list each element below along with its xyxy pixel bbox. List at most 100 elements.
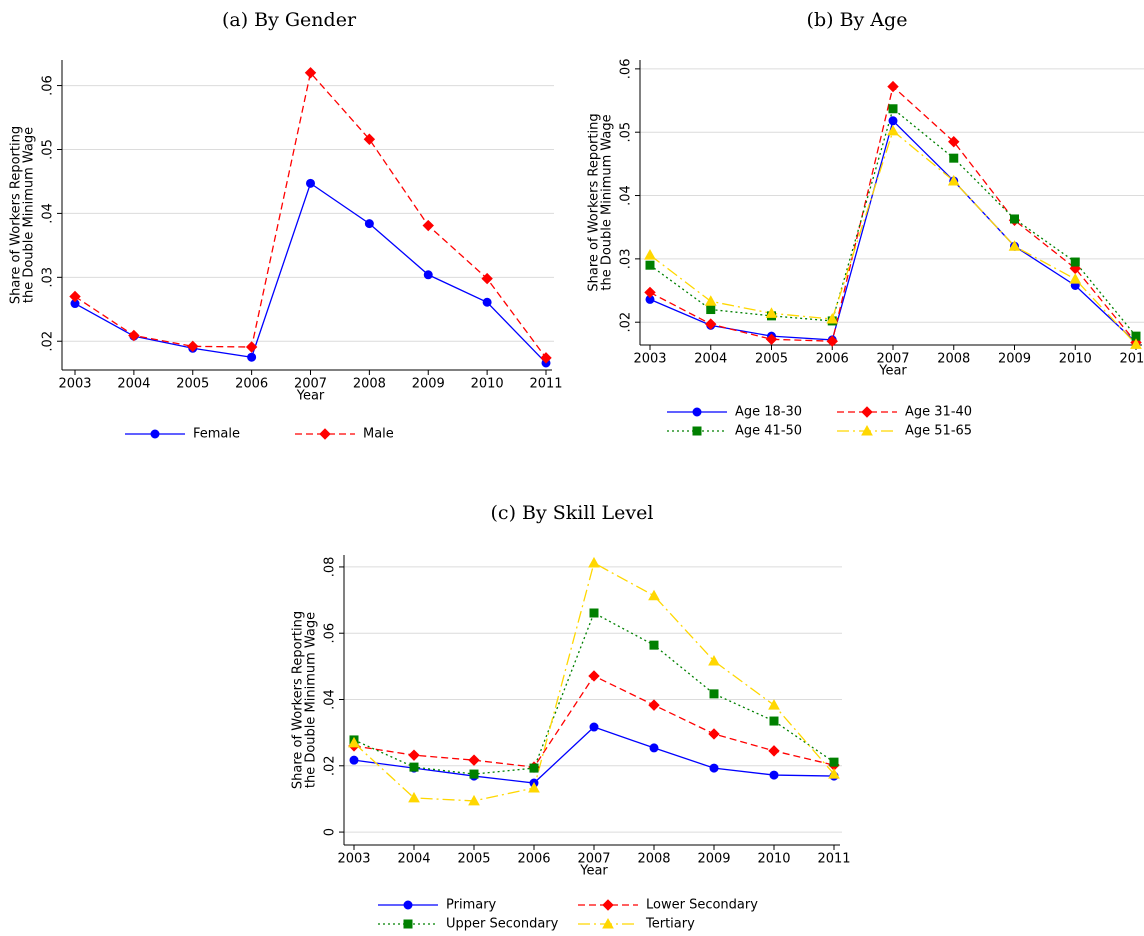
x-tick-label: 2005 [176, 377, 209, 392]
marker [422, 219, 434, 232]
x-tick-label: 2004 [397, 852, 430, 867]
panel-title: (c) By Skill Level [491, 502, 654, 524]
y-axis-label: the Double Minimum Wage [304, 612, 319, 788]
marker [349, 755, 359, 765]
marker [648, 589, 660, 601]
x-tick-label: 2007 [577, 852, 610, 867]
y-tick-label: .06 [619, 59, 634, 80]
marker [481, 272, 493, 285]
series-line [353, 726, 835, 784]
legend-label: Male [363, 427, 394, 442]
marker [245, 341, 258, 353]
x-tick-label: 2008 [937, 352, 970, 367]
panel-title: (a) By Gender [222, 9, 357, 31]
marker [649, 640, 659, 650]
x-tick-label: 2011 [529, 377, 562, 392]
marker [888, 116, 898, 126]
x-tick-label: 2010 [1059, 352, 1092, 367]
legend-label: Female [193, 427, 240, 442]
x-tick-label: 2009 [412, 377, 445, 392]
marker [768, 745, 780, 757]
marker [1070, 257, 1080, 267]
legend-marker [602, 917, 614, 929]
x-tick-label: 2003 [337, 852, 370, 867]
marker [408, 791, 420, 803]
x-axis-label: Year [878, 364, 907, 379]
marker [705, 318, 717, 330]
y-tick-label: .06 [323, 623, 338, 644]
marker [468, 794, 480, 806]
legend-marker [602, 899, 614, 911]
marker [1008, 240, 1021, 251]
marker [69, 290, 81, 303]
panel-title: (b) By Age [807, 9, 908, 31]
x-tick-label: 2007 [876, 352, 909, 367]
marker [826, 313, 839, 324]
panel: (a) By Gender .02 .03 .04 .05 .06 2003 2004 2005… [9, 9, 563, 442]
y-tick-label: 0 [323, 828, 338, 836]
marker [765, 333, 778, 346]
legend-marker [403, 900, 413, 910]
marker [949, 153, 959, 163]
x-tick-label: 2006 [517, 852, 550, 867]
x-tick-label: 2006 [235, 377, 268, 392]
x-tick-label: 2010 [471, 377, 504, 392]
y-axis-label: Share of Workers Reporting [587, 113, 602, 291]
legend-label: Age 41-50 [735, 424, 802, 439]
marker [888, 104, 898, 114]
marker [304, 67, 317, 79]
marker [528, 781, 540, 793]
marker [644, 286, 656, 299]
x-tick-label: 2009 [697, 852, 730, 867]
legend-label: Primary [446, 898, 497, 913]
x-tick-label: 2003 [633, 352, 666, 367]
y-axis-label: the Double Minimum Wage [600, 114, 615, 290]
marker [708, 728, 720, 740]
marker [704, 295, 717, 306]
marker [364, 219, 374, 229]
marker [482, 297, 492, 307]
y-tick-label: .03 [41, 267, 56, 288]
x-tick-label: 2005 [457, 852, 490, 867]
marker [644, 249, 656, 260]
series-line [74, 71, 547, 359]
marker [649, 743, 659, 753]
marker [408, 749, 420, 761]
marker [765, 307, 778, 318]
series-line [353, 612, 835, 775]
marker [769, 716, 779, 726]
y-tick-label: .02 [619, 312, 634, 333]
legend-marker [403, 919, 413, 929]
marker [1010, 214, 1019, 224]
marker [1130, 338, 1142, 349]
panel: (b) By Age .02 .03 .04 .05 .06 2003 2004 2005 200… [587, 9, 1144, 439]
marker [588, 670, 600, 682]
marker [648, 699, 660, 711]
x-tick-label: 2011 [817, 852, 850, 867]
marker [709, 763, 719, 773]
y-tick-label: .06 [41, 75, 56, 96]
y-tick-label: .04 [41, 203, 56, 224]
marker [409, 762, 419, 772]
marker [948, 135, 960, 148]
marker [247, 352, 257, 362]
marker [589, 722, 599, 732]
marker [529, 763, 539, 773]
marker [128, 329, 140, 342]
legend-marker [692, 426, 702, 436]
y-tick-label: .05 [41, 139, 56, 160]
series-line [649, 129, 1137, 345]
y-tick-label: .03 [619, 249, 634, 270]
x-tick-label: 2004 [117, 377, 150, 392]
marker [887, 80, 899, 93]
marker [829, 757, 839, 767]
series-line [353, 561, 835, 802]
marker [469, 769, 479, 779]
series-line [74, 182, 547, 364]
legend-label: Age 31-40 [905, 405, 972, 420]
marker [709, 689, 719, 699]
marker [1069, 273, 1082, 284]
y-axis-label: Share of Workers Reporting [9, 126, 24, 304]
marker [468, 754, 480, 766]
